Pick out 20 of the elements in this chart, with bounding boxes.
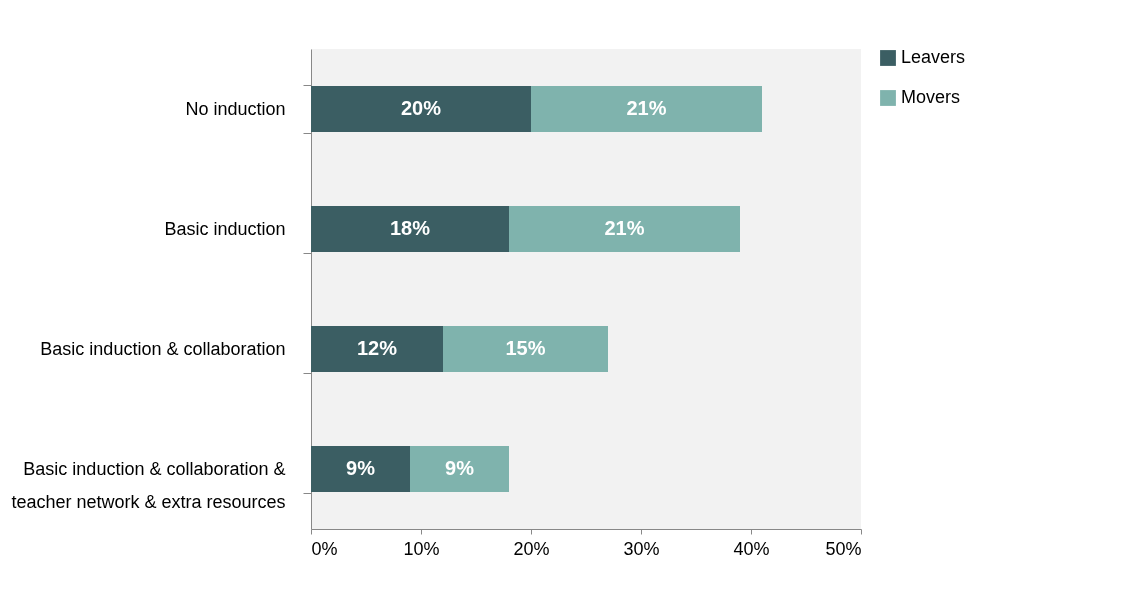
x-tick-label: 40% bbox=[733, 538, 770, 559]
y-tick-label: No induction bbox=[185, 98, 286, 119]
y-tick-label: Basic induction bbox=[164, 218, 286, 239]
legend-label: Leavers bbox=[901, 47, 966, 67]
data-label: 21% bbox=[604, 217, 645, 239]
y-tick-label: Basic induction & collaboration bbox=[40, 338, 286, 359]
data-label: 21% bbox=[626, 97, 667, 119]
x-tick-label: 30% bbox=[623, 538, 660, 559]
data-label: 9% bbox=[445, 457, 475, 479]
x-tick-label: 10% bbox=[403, 538, 440, 559]
x-tick-label: 50% bbox=[825, 538, 862, 559]
data-label: 12% bbox=[356, 337, 398, 359]
x-tick-label: 0% bbox=[311, 538, 338, 559]
data-label: 18% bbox=[389, 217, 431, 239]
data-label: 20% bbox=[400, 97, 442, 119]
y-tick-label: Basic induction & collaboration & teacher network & extra resources bbox=[11, 458, 286, 512]
legend-label: Movers bbox=[901, 87, 961, 107]
x-tick-label: 20% bbox=[513, 538, 550, 559]
data-label: 15% bbox=[505, 337, 546, 359]
data-label: 9% bbox=[346, 457, 376, 479]
